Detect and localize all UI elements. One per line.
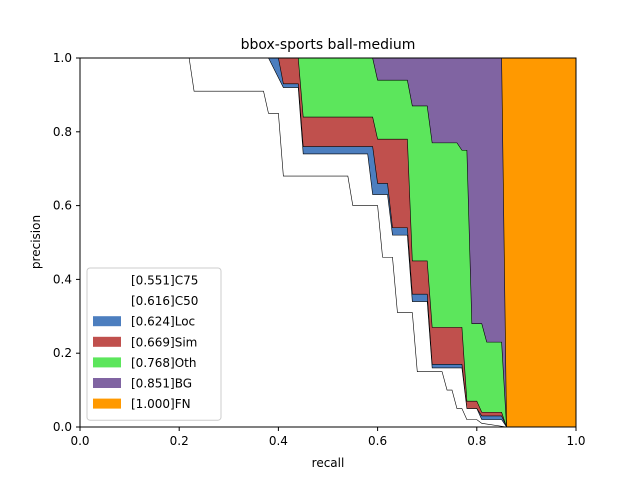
y-axis-label: precision: [29, 215, 43, 269]
y-tick-label: 0.6: [53, 199, 72, 213]
x-tick-label: 0.2: [170, 434, 189, 448]
chart-title: bbox-sports ball-medium: [241, 37, 416, 53]
y-tick-label: 1.0: [53, 51, 72, 65]
legend-swatch-c50: [93, 295, 121, 306]
y-axis-ticks: 0.0 0.2 0.4 0.6 0.8 1.0: [53, 51, 80, 434]
y-tick-label: 0.4: [53, 272, 72, 286]
boundary-sim: [80, 57, 576, 428]
boundary-loc: [80, 57, 576, 428]
legend-label-oth: [0.768]Oth: [131, 356, 196, 370]
y-tick-label: 0.0: [53, 420, 72, 434]
boundary-c75: [80, 57, 576, 428]
legend-label-fn: [1.000]FN: [131, 397, 191, 411]
legend-label-c75: [0.551]C75: [131, 274, 198, 288]
x-tick-label: 0.6: [368, 434, 387, 448]
x-axis-ticks: 0.0 0.2 0.4 0.6 0.8 1.0: [70, 427, 586, 448]
legend-label-sim: [0.669]Sim: [131, 335, 197, 349]
x-tick-label: 0.8: [467, 434, 486, 448]
x-axis-label: recall: [312, 456, 345, 470]
x-tick-label: 1.0: [566, 434, 585, 448]
legend-swatch-sim: [93, 336, 121, 347]
legend-swatch-bg: [93, 378, 121, 388]
y-tick-label: 0.8: [53, 125, 72, 139]
legend-label-c50: [0.616]C50: [131, 294, 198, 308]
legend-swatch-fn: [93, 398, 121, 409]
plot-frame: [79, 57, 577, 428]
x-tick-label: 0.0: [70, 434, 89, 448]
legend: [0.551]C75 [0.616]C50 [0.624]Loc [0.669]Sim…: [86, 267, 222, 421]
legend-swatch-c75: [93, 275, 121, 285]
legend-label-loc: [0.624]Loc: [131, 315, 195, 329]
y-tick-label: 0.2: [53, 346, 72, 360]
boundary-c50: [80, 57, 576, 428]
legend-swatch-oth: [93, 357, 121, 368]
x-tick-label: 0.4: [269, 434, 288, 448]
legend-swatch-loc: [93, 316, 121, 327]
boundary-oth: [80, 57, 576, 428]
legend-label-bg: [0.851]BG: [131, 377, 192, 391]
